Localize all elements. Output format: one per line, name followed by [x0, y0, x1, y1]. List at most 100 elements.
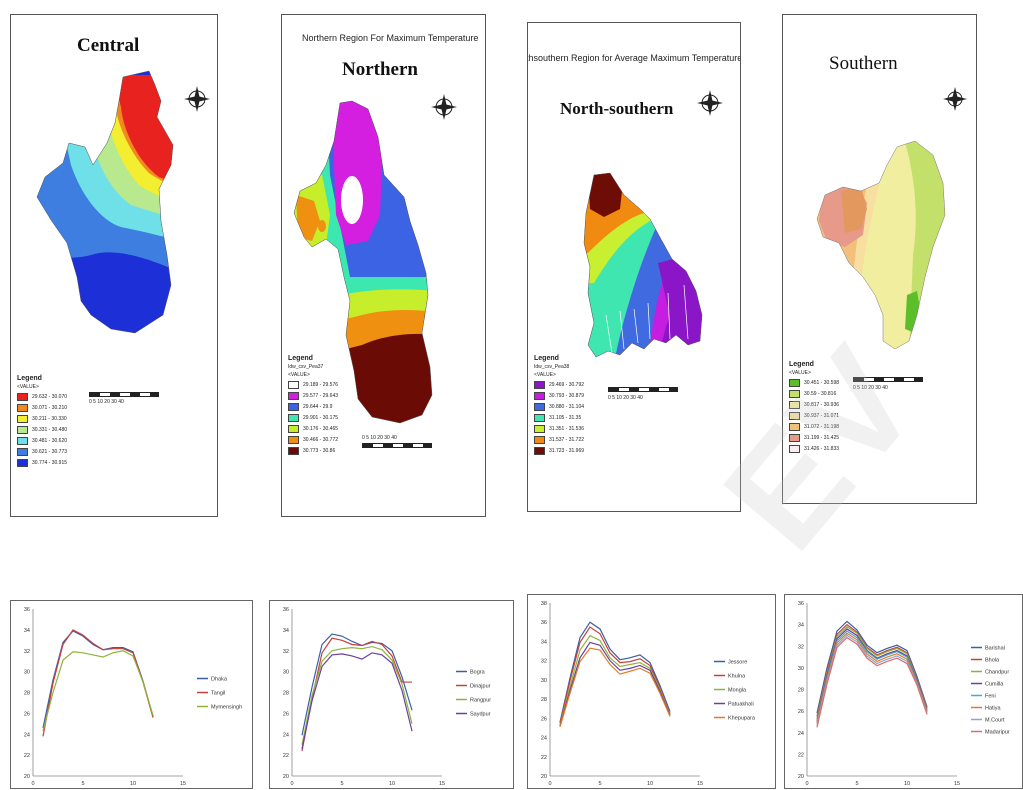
legend-item: 30.59 - 30.816 [789, 390, 839, 398]
legend-entry: Saydpur [470, 712, 491, 718]
legend-swatch [534, 425, 545, 433]
x-tick-label: 15 [439, 781, 445, 787]
series-line [301, 645, 413, 745]
legend-item-label: 30.466 - 30.772 [303, 437, 339, 443]
legend-swatch [789, 434, 800, 442]
legend-item-label: 30.621 - 30.773 [32, 449, 68, 455]
legend-item: 31.723 - 31.969 [534, 447, 584, 455]
legend-swatch [17, 404, 28, 412]
legend-field: Idw_csv_Pea38 [534, 364, 570, 370]
legend-title: Legend [534, 355, 559, 362]
y-tick-label: 36 [798, 601, 804, 607]
legend-swatch [288, 403, 299, 411]
map-title-central: Central [77, 35, 140, 56]
series-line [816, 620, 928, 714]
legend-item-label: 30.211 - 30.330 [32, 416, 67, 422]
legend-value-label: <VALUE> [288, 372, 310, 378]
legend-item-label: 29.632 - 30.070 [32, 394, 68, 400]
legend-item-label: 30.451 - 30.598 [804, 380, 840, 386]
legend-swatch [17, 448, 28, 456]
legend-item-label: 30.817 - 30.936 [804, 402, 840, 408]
map-title-northsouthern: North-southern [560, 99, 674, 118]
chart-svg: 20 22 24 26 28 30 32 34 36 38 0 5 10 15 Jessore Khulna M… [541, 601, 756, 787]
scale-bar-labels: 0 5 10 20 30 40 [853, 385, 888, 391]
y-tick-label: 20 [24, 774, 30, 780]
x-tick-label: 0 [31, 781, 34, 787]
legend-item-label: 29.469 - 30.792 [549, 382, 585, 388]
legend-item-label: 31.105 - 31.35 [549, 415, 582, 421]
legend-entry: Dinajpur [470, 684, 491, 690]
legend-entry: Khepupara [728, 716, 756, 722]
legend-swatch [288, 392, 299, 400]
map-subtitle-northsouthern: orthsouthern Region for Average Maximum … [527, 53, 741, 63]
legend-item-label: 31.072 - 31.198 [804, 424, 840, 430]
scale-bar-labels: 0 5 10 20 30 40 [608, 395, 643, 401]
legend-item: 30.880 - 31.104 [534, 403, 584, 411]
legend-swatch [288, 447, 299, 455]
y-tick-label: 38 [541, 601, 547, 607]
legend-swatch [288, 381, 299, 389]
legend-item-label: 30.937 - 31.071 [804, 413, 840, 419]
legend-item-label: 29.644 - 29.9 [303, 404, 333, 410]
y-tick-label: 24 [541, 736, 547, 742]
map-southern-region [816, 140, 946, 350]
y-tick-label: 24 [798, 731, 804, 737]
x-tick-label: 5 [81, 781, 84, 787]
legend-title: Legend [288, 355, 313, 362]
legend-swatch [789, 401, 800, 409]
y-tick-label: 34 [24, 628, 30, 634]
legend-items: 29.189 - 29.576 29.577 - 29.643 29.644 - 2… [288, 381, 338, 455]
series-line [301, 633, 413, 736]
y-tick-label: 22 [24, 753, 30, 759]
scale-bar [362, 443, 432, 448]
legend-swatch [534, 436, 545, 444]
y-tick-label: 28 [24, 691, 30, 697]
y-tick-label: 24 [283, 732, 289, 738]
legend-items: 29.469 - 30.792 30.793 - 30.879 30.880 - 3… [534, 381, 584, 455]
legend-entry: Hatiya [985, 706, 1002, 712]
line-chart-southern: 20 22 24 26 28 30 32 34 36 0 5 10 15 Barishal Bhola Cha… [784, 594, 1023, 789]
legend-value-label: <VALUE> [789, 370, 811, 376]
legend-item: 30.937 - 31.071 [789, 412, 839, 420]
series-line [559, 641, 671, 727]
legend-swatch [789, 390, 800, 398]
y-tick-label: 32 [283, 649, 289, 655]
legend-swatch [17, 437, 28, 445]
legend-item: 31.105 - 31.35 [534, 414, 584, 422]
map-title-northern: Northern [342, 59, 418, 80]
legend-entry: Tangil [211, 691, 225, 697]
map-subtitle-northern: Northern Region For Maximum Temperature [302, 33, 479, 43]
legend-swatch [17, 426, 28, 434]
series-line [816, 636, 928, 728]
y-tick-label: 26 [24, 711, 30, 717]
map-northern-region [293, 100, 433, 424]
series-line [559, 621, 671, 723]
legend-item-label: 31.537 - 31.722 [549, 437, 585, 443]
y-tick-label: 30 [541, 678, 547, 684]
x-tick-label: 5 [340, 781, 343, 787]
legend-swatch [789, 412, 800, 420]
map-northsouthern-region [583, 172, 703, 358]
y-tick-label: 20 [283, 774, 289, 780]
map-panel-northsouthern: orthsouthern Region for Average Maximum … [527, 22, 741, 512]
y-tick-label: 24 [24, 732, 30, 738]
legend-item: 31.537 - 31.722 [534, 436, 584, 444]
x-tick-label: 10 [647, 781, 653, 787]
y-tick-label: 26 [541, 716, 547, 722]
legend-item-label: 29.901 - 30.175 [303, 415, 339, 421]
series-line [301, 652, 413, 749]
series-line [816, 626, 928, 719]
y-tick-label: 28 [283, 691, 289, 697]
line-chart-northsouthern: 20 22 24 26 28 30 32 34 36 38 0 5 10 15 Jessore Khulna M… [527, 594, 776, 789]
y-tick-label: 30 [798, 666, 804, 672]
legend-entry: Jessore [728, 660, 747, 666]
legend-entry: Madaripur [985, 730, 1010, 736]
legend-swatch [534, 381, 545, 389]
legend-entry: Cumilla [985, 682, 1004, 688]
legend-entry: Khulna [728, 674, 746, 680]
series-line [42, 650, 154, 732]
legend-item: 30.071 - 30.210 [17, 404, 67, 412]
legend-swatch [17, 393, 28, 401]
legend-item: 29.901 - 30.175 [288, 414, 338, 422]
y-tick-label: 22 [798, 752, 804, 758]
